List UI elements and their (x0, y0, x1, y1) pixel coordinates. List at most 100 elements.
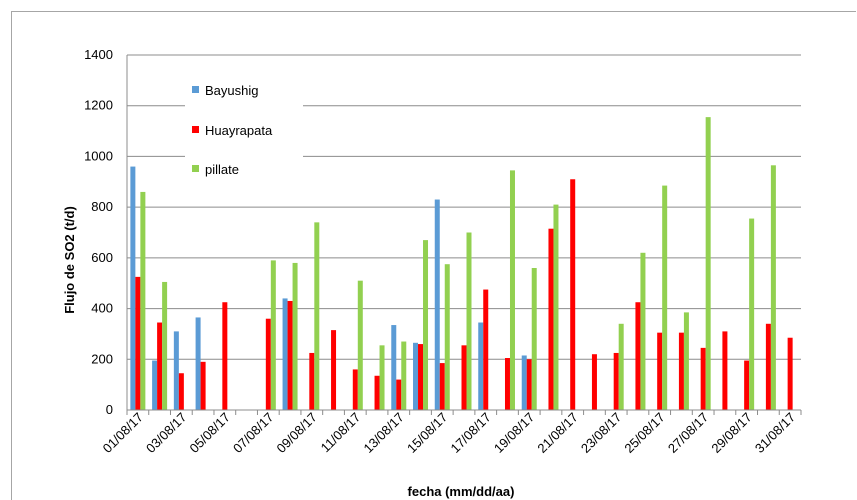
x-tick-label: 05/08/17 (187, 410, 233, 456)
y-tick-label: 1400 (84, 47, 113, 62)
legend-label-bayushig: Bayushig (205, 83, 258, 98)
x-tick-label: 29/08/17 (708, 410, 754, 456)
bar-huayrapata (135, 276, 141, 410)
bar-bayushig (391, 325, 397, 410)
legend-label-pillate: pillate (205, 162, 239, 177)
bar-huayrapata (200, 361, 206, 410)
bar-pillate (401, 341, 407, 410)
bar-pillate (553, 204, 559, 410)
bar-huayrapata (570, 179, 576, 410)
bar-huayrapata (222, 302, 228, 410)
x-tick-label: 23/08/17 (578, 410, 624, 456)
legend-label-huayrapata: Huayrapata (205, 123, 273, 138)
chart-frame (11, 11, 856, 500)
bar-huayrapata (744, 360, 750, 410)
bar-pillate (770, 165, 776, 410)
bar-pillate (531, 268, 537, 410)
x-axis-title: fecha (mm/dd/aa) (408, 484, 515, 499)
bar-pillate (618, 323, 624, 410)
bar-huayrapata (635, 302, 641, 410)
bar-huayrapata (418, 344, 424, 410)
x-tick-label: 13/08/17 (361, 410, 407, 456)
x-tick-label: 11/08/17 (318, 410, 364, 456)
bar-huayrapata (265, 318, 271, 410)
x-tick-label: 27/08/17 (665, 410, 711, 456)
legend-swatch-bayushig (192, 86, 199, 93)
bar-huayrapata (178, 373, 184, 410)
legend: Bayushig Huayrapata pillate (185, 73, 303, 186)
y-tick-labels: 0 200 400 600 800 1000 1200 1400 (84, 47, 113, 417)
bar-huayrapata (700, 347, 706, 410)
bar-huayrapata (548, 228, 554, 410)
bar-huayrapata (657, 332, 663, 410)
bar-pillate (509, 170, 515, 410)
bar-pillate (292, 262, 298, 410)
x-tick-labels: 01/08/1703/08/1705/08/1707/08/1709/08/17… (100, 410, 799, 456)
bar-huayrapata (591, 354, 597, 410)
legend-swatch-pillate (192, 165, 199, 172)
bar-pillate (423, 240, 429, 410)
x-tick-label: 17/08/17 (447, 410, 493, 456)
y-tick-label: 1000 (84, 148, 113, 163)
legend-background (185, 73, 303, 186)
x-tick-label: 07/08/17 (230, 410, 276, 456)
bar-pillate (444, 264, 450, 410)
bar-huayrapata (526, 359, 532, 410)
bar-pillate (270, 260, 276, 410)
bar-pillate (683, 312, 689, 410)
y-tick-label: 0 (106, 402, 113, 417)
bar-huayrapata (157, 322, 163, 410)
legend-swatch-huayrapata (192, 126, 199, 133)
bar-pillate (162, 281, 168, 410)
bar-bayushig (195, 317, 201, 410)
axes (126, 55, 802, 415)
bar-bayushig (152, 360, 158, 410)
bar-bayushig (282, 298, 288, 410)
bar-pillate (466, 232, 472, 410)
bar-pillate (640, 252, 646, 410)
bar-pillate (140, 191, 146, 410)
bar-huayrapata (461, 345, 467, 410)
bar-huayrapata (678, 332, 684, 410)
bar-pillate (705, 117, 711, 410)
bar-huayrapata (787, 337, 793, 410)
bar-bayushig (521, 355, 527, 410)
bar-bayushig (434, 199, 440, 410)
bar-huayrapata (287, 300, 293, 410)
bar-bayushig (478, 322, 484, 410)
y-axis-title: Flujo de SO2 (t/d) (62, 206, 77, 314)
bar-huayrapata (439, 363, 445, 410)
bar-huayrapata (309, 352, 315, 410)
y-tick-label: 800 (91, 199, 113, 214)
bars (130, 117, 793, 410)
bar-huayrapata (613, 352, 619, 410)
bar-pillate (749, 218, 755, 410)
y-tick-label: 200 (91, 351, 113, 366)
y-tick-label: 1200 (84, 98, 113, 113)
bar-huayrapata (504, 358, 510, 410)
y-tick-label: 400 (91, 301, 113, 316)
bar-huayrapata (722, 331, 728, 410)
bar-huayrapata (331, 330, 337, 410)
bar-huayrapata (352, 369, 358, 410)
bar-huayrapata (396, 379, 402, 410)
bar-pillate (314, 222, 320, 410)
bar-bayushig (413, 342, 419, 410)
bar-huayrapata (483, 289, 489, 410)
bar-huayrapata (374, 375, 380, 410)
y-tick-label: 600 (91, 250, 113, 265)
bar-bayushig (130, 166, 136, 410)
bar-pillate (357, 280, 363, 410)
x-tick-label: 19/08/17 (491, 410, 537, 456)
bar-pillate (662, 185, 668, 410)
bar-pillate (379, 345, 385, 410)
bar-bayushig (173, 331, 179, 410)
bar-huayrapata (765, 323, 771, 410)
x-tick-label: 09/08/17 (274, 410, 320, 456)
x-tick-label: 15/08/17 (404, 410, 450, 456)
x-tick-label: 21/08/17 (534, 410, 580, 456)
x-tick-label: 03/08/17 (143, 410, 189, 456)
x-tick-label: 31/08/17 (752, 410, 798, 456)
x-tick-label: 25/08/17 (621, 410, 667, 456)
